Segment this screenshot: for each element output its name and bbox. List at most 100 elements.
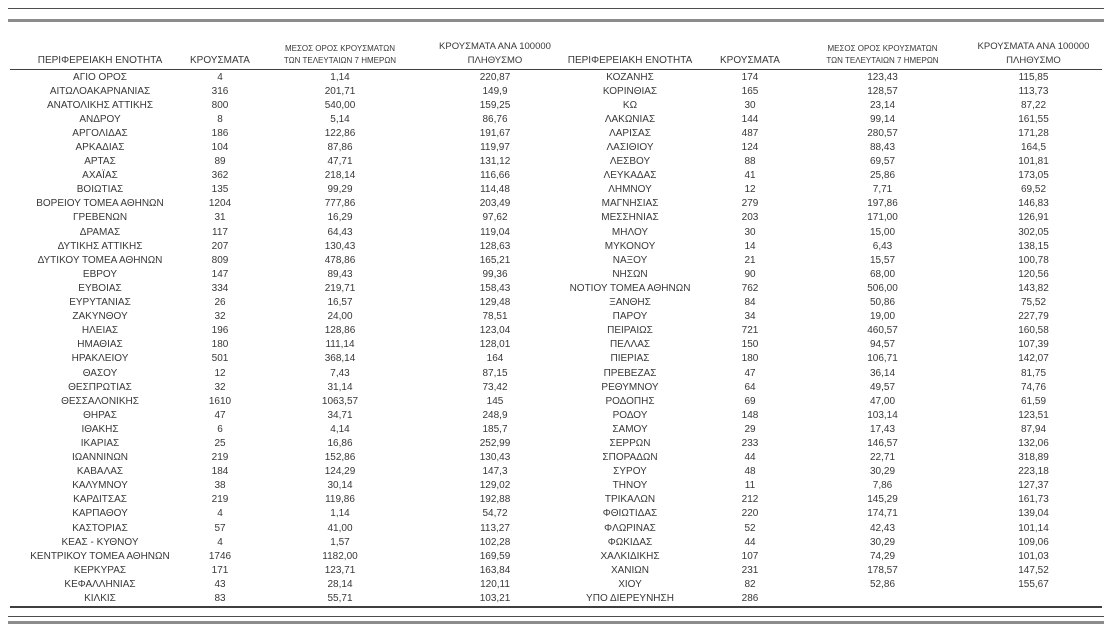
avg7-cell: 30,29 xyxy=(869,466,896,478)
table-row: ΑΝΑΤΟΛΙΚΗΣ ΑΤΤΙΚΗΣ 800 540,00 159,25 ΚΩ 30 23,… xyxy=(10,98,1102,112)
table-row: ΗΡΑΚΛΕΙΟΥ 501 368,14 164 ΠΙΕΡΙΑΣ 180 106,71 142… xyxy=(10,352,1102,366)
avg7-cell: 16,86 xyxy=(327,437,353,449)
cases-cell: 31 xyxy=(214,212,226,224)
per100k-cell: 160,58 xyxy=(1018,325,1049,337)
avg7-cell: 1182,00 xyxy=(322,550,358,562)
region-cell: ΛΑΡΙΣΑΣ xyxy=(609,127,651,139)
avg7-cell: 478,86 xyxy=(324,254,356,266)
cases-cell: 286 xyxy=(741,593,759,605)
avg7-cell: 19,00 xyxy=(869,311,896,323)
cases-cell: 279 xyxy=(741,198,759,210)
table-row: ΑΝΔΡΟΥ 8 5,14 86,76 ΛΑΚΩΝΙΑΣ 144 99,14 161,55 xyxy=(10,112,1102,126)
region-cell: ΘΗΡΑΣ xyxy=(83,409,117,421)
region-cell: ΚΙΛΚΙΣ xyxy=(84,593,116,605)
per100k-cell: 143,82 xyxy=(1018,282,1049,294)
region-cell: ΦΘΙΩΤΙΔΑΣ xyxy=(602,508,658,520)
region-cell: ΜΗΛΟΥ xyxy=(611,226,649,238)
per100k-cell: 126,91 xyxy=(1018,212,1049,224)
per100k-cell: 81,75 xyxy=(1020,367,1047,379)
avg7-cell: 103,14 xyxy=(867,409,898,421)
cases-cell: 44 xyxy=(744,536,756,548)
avg7-cell: 25,86 xyxy=(869,170,896,182)
column-header-per100k-right-line2: ΠΛΗΘΥΣΜΟ xyxy=(1006,54,1061,66)
avg7-cell: 5,14 xyxy=(330,113,350,125)
column-header-avg7-right: ΜΕΣΟΣ ΟΡΟΣ ΚΡΟΥΣΜΑΤΩΝ ΤΩΝ ΤΕΛΕΥΤΑΙΩΝ 7 Η… xyxy=(800,36,965,69)
region-cell: ΙΚΑΡΙΑΣ xyxy=(80,437,120,449)
region-cell: ΚΑΡΔΙΤΣΑΣ xyxy=(73,494,127,506)
per100k-cell: 114,48 xyxy=(480,184,510,196)
column-header-region-left: ΠΕΡΙΦΕΡΕΙΑΚΗ ΕΝΟΤΗΤΑ xyxy=(37,54,163,66)
region-cell: ΤΗΝΟΥ xyxy=(612,480,648,492)
cases-cell: 1610 xyxy=(208,395,232,407)
cases-cell: 4 xyxy=(217,508,223,520)
per100k-cell: 227,79 xyxy=(1018,311,1049,323)
table-row: ΓΡΕΒΕΝΩΝ 31 16,29 97,62 ΜΕΣΣΗΝΙΑΣ 203 171,00 12… xyxy=(10,211,1102,225)
per100k-cell: 145 xyxy=(486,395,504,407)
table-row: ΔΡΑΜΑΣ 117 64,43 119,04 ΜΗΛΟΥ 30 15,00 302,05 xyxy=(10,225,1102,239)
region-cell: ΑΡΤΑΣ xyxy=(84,156,116,168)
per100k-cell: 54,72 xyxy=(482,508,508,520)
cases-cell: 147 xyxy=(211,268,229,280)
cases-cell: 14 xyxy=(744,240,756,252)
per100k-cell: 171,28 xyxy=(1018,127,1049,139)
per100k-cell: 103,21 xyxy=(479,593,511,605)
region-cell: ΧΑΛΚΙΔΙΚΗΣ xyxy=(600,550,660,562)
region-cell: ΡΟΔΟΠΗΣ xyxy=(605,395,655,407)
table-row: ΙΚΑΡΙΑΣ 25 16,86 252,99 ΣΕΡΡΩΝ 233 146,57 132,0… xyxy=(10,436,1102,450)
bottom-rule-thick xyxy=(8,621,1104,624)
region-cell: ΑΝΔΡΟΥ xyxy=(79,113,121,125)
cases-cell: 220 xyxy=(741,508,759,520)
avg7-cell: 49,57 xyxy=(869,381,896,393)
region-cell: ΥΠΟ ΔΙΕΡΕΥΝΗΣΗ xyxy=(586,593,674,605)
per100k-cell xyxy=(965,591,1102,605)
per100k-cell: 86,76 xyxy=(482,113,508,125)
cases-cell: 52 xyxy=(744,522,756,534)
per100k-cell: 97,62 xyxy=(482,212,508,224)
per100k-cell: 101,14 xyxy=(1018,522,1049,534)
table-row: ΚΑΒΑΛΑΣ 184 124,29 147,3 ΣΥΡΟΥ 48 30,29 223,18 xyxy=(10,465,1102,479)
region-cell: ΜΕΣΣΗΝΙΑΣ xyxy=(601,212,659,224)
column-header-per100k-left: ΚΡΟΥΣΜΑΤΑ ΑΝΑ 100000 ΠΛΗΘΥΣΜΟ xyxy=(430,36,560,69)
table-row: ΙΩΑΝΝΙΝΩΝ 219 152,86 130,43 ΣΠΟΡΑΔΩΝ 44 22,71 3… xyxy=(10,451,1102,465)
region-cell: ΚΑΒΑΛΑΣ xyxy=(76,466,124,478)
region-cell: ΦΛΩΡΙΝΑΣ xyxy=(604,522,656,534)
avg7-cell: 87,86 xyxy=(327,142,353,154)
per100k-cell: 87,94 xyxy=(1020,423,1047,435)
region-cell: ΠΕΛΛΑΣ xyxy=(609,339,651,351)
region-cell: ΜΑΓΝΗΣΙΑΣ xyxy=(601,198,659,210)
cases-cell: 43 xyxy=(214,578,226,590)
cases-cell: 316 xyxy=(211,85,229,97)
cases-cell: 30 xyxy=(744,226,756,238)
table-row: ΑΡΤΑΣ 89 47,71 131,12 ΛΕΣΒΟΥ 88 69,57 101,81 xyxy=(10,155,1102,169)
table-row: ΕΥΡΥΤΑΝΙΑΣ 26 16,57 129,48 ΞΑΝΘΗΣ 84 50,86 75,5… xyxy=(10,296,1102,310)
column-header-cases-left: ΚΡΟΥΣΜΑΤΑ xyxy=(190,54,250,66)
avg7-cell: 16,29 xyxy=(327,212,353,224)
per100k-cell: 185,7 xyxy=(482,423,508,435)
region-cell: ΛΑΚΩΝΙΑΣ xyxy=(604,113,656,125)
region-cell: ΗΛΕΙΑΣ xyxy=(81,325,119,337)
column-header-cases-right: ΚΡΟΥΣΜΑΤΑ xyxy=(720,54,780,66)
avg7-cell: 30,29 xyxy=(869,536,896,548)
cases-cell: 186 xyxy=(211,127,229,139)
top-rule-thick xyxy=(8,19,1104,22)
per100k-cell: 161,55 xyxy=(1018,113,1049,125)
region-cell: ΚΑΡΠΑΘΟΥ xyxy=(72,508,128,520)
region-cell: ΤΡΙΚΑΛΩΝ xyxy=(604,494,656,506)
cases-cell: 6 xyxy=(217,423,223,435)
avg7-cell: 119,86 xyxy=(325,494,355,506)
per100k-cell: 163,84 xyxy=(479,564,511,576)
avg7-cell: 74,29 xyxy=(869,550,896,562)
region-cell: ΡΟΔΟΥ xyxy=(612,409,648,421)
avg7-cell: 23,14 xyxy=(869,99,896,111)
table-row: ΖΑΚΥΝΘΟΥ 32 24,00 78,51 ΠΑΡΟΥ 34 19,00 227,79 xyxy=(10,310,1102,324)
avg7-cell: 146,57 xyxy=(867,437,898,449)
top-rule-thin xyxy=(8,8,1104,9)
avg7-cell: 218,14 xyxy=(324,170,356,182)
cases-cell: 487 xyxy=(741,127,759,139)
per100k-cell: 169,59 xyxy=(479,550,511,562)
cases-cell: 8 xyxy=(217,113,223,125)
cases-cell: 88 xyxy=(744,156,756,168)
per100k-cell: 130,43 xyxy=(479,452,511,464)
per100k-cell: 61,59 xyxy=(1020,395,1047,407)
per100k-cell: 164 xyxy=(486,353,504,365)
